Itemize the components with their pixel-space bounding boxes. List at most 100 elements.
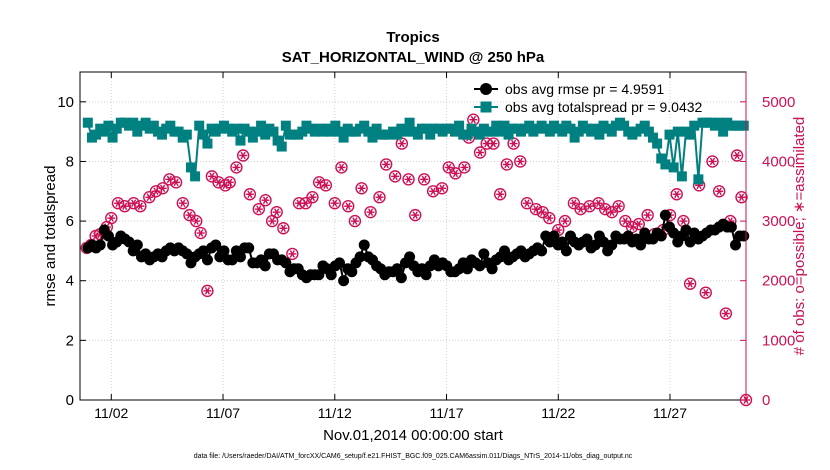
rmse-point (725, 221, 737, 233)
y-left-tick-label: 0 (66, 392, 74, 409)
obs-count-marker (692, 179, 706, 192)
y-right-tick-label: 4000 (762, 153, 795, 170)
obs-count-marker (632, 217, 645, 231)
totalspread-point (660, 159, 671, 170)
rmse-point (280, 257, 292, 269)
obs-count-marker (379, 158, 393, 171)
totalspread-point (449, 126, 460, 137)
rmse-point (123, 236, 135, 248)
rmse-point (420, 269, 432, 281)
totalspread-point (91, 129, 102, 140)
rmse-point (313, 269, 325, 281)
totalspread-point (103, 120, 114, 131)
obs-count-marker (543, 211, 556, 225)
totalspread-point (268, 126, 279, 137)
obs-count-marker (409, 208, 422, 222)
totalspread-point (565, 123, 576, 134)
rmse-point (668, 227, 680, 239)
totalspread-point (128, 117, 139, 128)
obs-count-marker (402, 173, 415, 186)
obs-count-marker (473, 146, 487, 159)
x-tick-label: 11/22 (541, 405, 575, 421)
rmse-point (346, 266, 358, 278)
totalspread-point (165, 120, 176, 131)
totalspread-point (718, 126, 729, 137)
totalspread-point (185, 162, 196, 173)
totalspread-point (280, 120, 291, 131)
totalspread-point (738, 120, 749, 131)
x-tick-label: 11/17 (430, 405, 464, 421)
obs-count-marker (670, 188, 683, 201)
obs-count-marker (355, 182, 368, 195)
obs-count-marker (520, 196, 534, 210)
obs-count-marker (699, 286, 712, 299)
rmse-point (234, 251, 246, 263)
totalspread-point (462, 129, 473, 140)
totalspread-point (297, 126, 308, 137)
obs-count-marker (236, 149, 250, 162)
totalspread-point (693, 174, 704, 185)
totalspread-point (714, 117, 725, 128)
rmse-point (659, 209, 671, 221)
totalspread-point (371, 123, 382, 134)
rmse-point (589, 239, 601, 251)
obs-count-marker (388, 170, 402, 183)
obs-count-marker (270, 205, 283, 219)
totalspread-point (82, 117, 93, 128)
obs-count-marker (719, 307, 733, 320)
obs-count-marker (458, 161, 471, 174)
rmse-point (338, 275, 350, 287)
totalspread-point (363, 126, 374, 137)
rmse-point (358, 239, 370, 251)
legend-rmse-label: obs avg rmse pr = 4.9591 (505, 81, 664, 97)
rmse-point (201, 254, 213, 266)
obs-count-marker (500, 158, 514, 171)
rmse-point (478, 248, 490, 260)
totalspread-point (676, 171, 687, 182)
obs-count-marker (583, 199, 596, 213)
rmse-point (635, 239, 647, 251)
rmse-point (404, 251, 416, 263)
totalspread-point (392, 129, 403, 140)
totalspread-point (590, 123, 601, 134)
totalspread-point (99, 126, 110, 137)
totalspread-point (400, 126, 411, 137)
x-axis-label: Nov.01,2014 00:00:00 start (323, 427, 504, 444)
totalspread-point (198, 129, 209, 140)
obs-count-marker (190, 214, 203, 228)
obs-count-marker (306, 191, 319, 204)
totalspread-point (194, 120, 205, 131)
rmse-point (94, 239, 106, 251)
totalspread-point (190, 171, 201, 182)
totalspread-point (652, 138, 663, 149)
totalspread-point (569, 132, 580, 143)
y-left-tick-label: 8 (66, 153, 74, 170)
obs-count-marker (426, 185, 440, 198)
totalspread-point (326, 126, 337, 137)
totalspread-point (107, 132, 118, 143)
totalspread-point (111, 123, 122, 134)
obs-count-marker (335, 161, 348, 174)
obs-count-marker (194, 226, 207, 240)
obs-count-marker (730, 149, 744, 162)
data-file-footer: data file: /Users/raeder/DAI/ATM_forcXX/… (194, 453, 633, 460)
totalspread-point (487, 126, 498, 137)
totalspread-point (619, 120, 630, 131)
obs-count-marker (230, 161, 243, 174)
y-axis-right-label: # of obs: o=possible; ∗=assimilated (791, 117, 808, 356)
rmse-point (486, 263, 498, 275)
rmse-point (181, 248, 193, 260)
totalspread-point (260, 129, 271, 140)
y-left-tick-label: 10 (57, 94, 74, 111)
rmse-point (598, 236, 610, 248)
x-tick-label: 11/07 (206, 405, 240, 421)
rmse-point (259, 260, 271, 272)
obs-count-marker (493, 188, 507, 201)
x-tick-label: 11/02 (94, 405, 128, 421)
totalspread-point (648, 132, 659, 143)
obs-count-marker (319, 179, 333, 192)
totalspread-point (173, 126, 184, 137)
legend-spread-label: obs avg totalspread pr = 9.0432 (505, 99, 703, 115)
totalspread-point (251, 126, 262, 137)
obs-count-marker (706, 155, 719, 168)
